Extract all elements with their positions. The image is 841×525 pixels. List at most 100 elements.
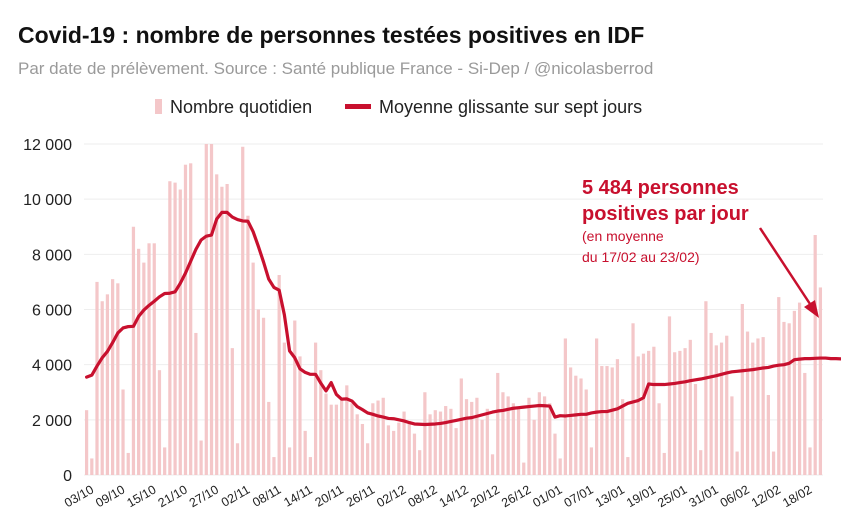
bar (454, 428, 458, 475)
bar (803, 372, 807, 475)
bar (209, 144, 214, 475)
bar (428, 414, 432, 475)
bar (189, 163, 193, 475)
bar (714, 345, 718, 475)
bar (116, 283, 120, 475)
bar (157, 370, 162, 475)
bar (792, 310, 796, 475)
bar (537, 392, 541, 475)
bar (797, 302, 802, 475)
bar (261, 317, 266, 475)
bar (246, 215, 250, 475)
bar (412, 433, 417, 475)
bar (740, 303, 744, 475)
bar (131, 226, 136, 475)
bar (683, 348, 687, 475)
y-tick-label: 0 (63, 468, 72, 485)
bar (496, 372, 500, 475)
chart-subtitle: Par date de prélèvement. Source : Santé … (18, 59, 653, 78)
bar (111, 279, 115, 475)
bar (84, 410, 89, 475)
bar (308, 457, 312, 475)
bar (407, 421, 411, 475)
bar (402, 411, 406, 475)
bar (558, 458, 562, 475)
bar (688, 339, 692, 475)
bar (152, 243, 156, 475)
bar (438, 411, 443, 475)
bar-series (84, 144, 823, 476)
annotation-arrowhead (804, 300, 819, 318)
bar (730, 396, 734, 475)
bar (95, 281, 99, 475)
bar (225, 183, 229, 475)
legend: Nombre quotidien Moyenne glissante sur s… (155, 97, 642, 117)
bar (397, 422, 401, 475)
y-tick-label: 12 000 (23, 137, 72, 154)
x-tick-label: 21/10 (156, 482, 190, 510)
bar (470, 401, 474, 475)
bar (631, 323, 635, 475)
bar (782, 321, 786, 475)
bar (647, 350, 651, 475)
bar (621, 399, 625, 475)
legend-bar-label: Nombre quotidien (170, 97, 312, 117)
bar (605, 366, 609, 475)
y-axis: 0 2 000 4 000 6 000 8 000 10 000 12 000 (23, 137, 72, 485)
bar (766, 395, 770, 475)
bar (215, 174, 219, 475)
bar (126, 452, 130, 475)
bar (199, 440, 203, 475)
y-tick-label: 10 000 (23, 192, 72, 209)
bar (376, 400, 380, 475)
bar (595, 338, 599, 475)
y-tick-label: 8 000 (32, 247, 72, 264)
bar (423, 392, 427, 475)
bar (329, 404, 333, 475)
bar (522, 462, 526, 475)
bar (480, 419, 484, 475)
x-tick-label: 18/02 (780, 482, 814, 510)
bar (600, 366, 604, 475)
bar (516, 407, 521, 475)
bar (350, 403, 354, 475)
bar (771, 451, 776, 475)
bar (418, 450, 422, 475)
bar (490, 454, 495, 475)
bar (709, 332, 713, 475)
bar (615, 359, 620, 475)
bar (194, 332, 198, 475)
bar (626, 457, 630, 475)
bar (719, 342, 724, 475)
bar (298, 356, 302, 475)
x-axis: 03/1009/1015/1021/1027/1002/1108/1114/11… (62, 482, 814, 510)
bar (542, 396, 547, 475)
bar (584, 389, 588, 475)
bar (360, 423, 365, 475)
bar (563, 338, 568, 475)
bar (693, 383, 698, 475)
bar (204, 144, 208, 475)
bar (761, 337, 765, 475)
y-tick-label: 4 000 (32, 358, 72, 375)
bar (105, 294, 110, 475)
bar (787, 323, 791, 475)
legend-line-swatch (345, 104, 371, 109)
x-tick-label: 25/01 (655, 482, 689, 510)
bar (241, 146, 245, 475)
x-tick-label: 01/01 (530, 482, 564, 510)
x-tick-label: 20/11 (313, 482, 346, 509)
x-tick-label: 15/10 (124, 482, 158, 510)
bar (652, 346, 656, 475)
bar (574, 375, 578, 475)
line-series (84, 210, 841, 427)
x-tick-label: 26/12 (499, 482, 533, 510)
bar (813, 235, 817, 475)
bar (163, 447, 167, 475)
bar (121, 389, 125, 475)
bar (324, 393, 328, 475)
bar (256, 309, 260, 475)
legend-line-label: Moyenne glissante sur sept jours (379, 97, 642, 117)
bar (381, 397, 385, 475)
bar (142, 262, 146, 475)
